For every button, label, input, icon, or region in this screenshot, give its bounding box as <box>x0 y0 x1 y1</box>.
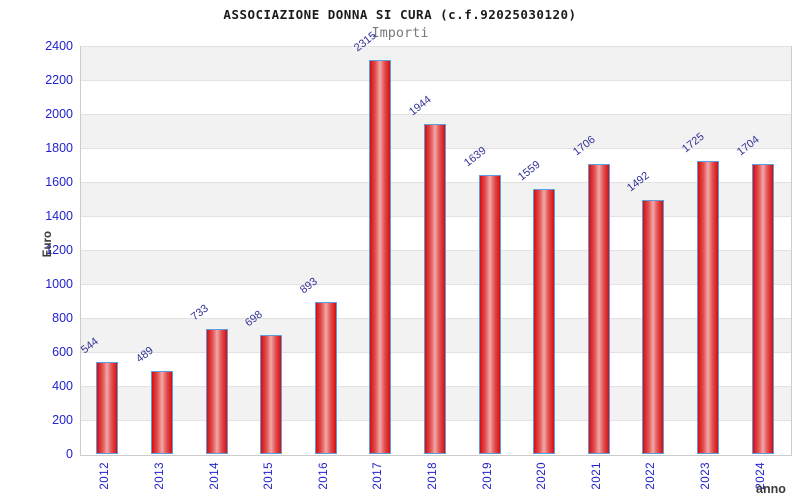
y-axis-title: Euro <box>42 231 54 258</box>
y-tick-label: 2200 <box>45 73 73 87</box>
y-tick-label: 2000 <box>45 107 73 121</box>
y-tick-label: 0 <box>66 447 73 461</box>
x-axis-title: anno <box>756 482 786 496</box>
x-tick-label-2022: 2022 <box>645 462 657 490</box>
bar-2021 <box>588 164 610 454</box>
x-tick-label-2014: 2014 <box>209 462 221 490</box>
bar-2020 <box>533 189 555 454</box>
plot-area <box>80 46 792 456</box>
bar-2018 <box>424 124 446 454</box>
y-tick-label: 400 <box>52 379 73 393</box>
chart-subtitle: Importi <box>371 25 429 41</box>
x-tick-label-2016: 2016 <box>318 462 330 490</box>
y-tick-label: 1200 <box>45 243 73 257</box>
bar-2015 <box>260 335 282 454</box>
x-tick-label-2012: 2012 <box>99 462 111 490</box>
y-tick-label: 200 <box>52 413 73 427</box>
y-tick-label: 2400 <box>45 39 73 53</box>
x-tick-label-2017: 2017 <box>372 462 384 490</box>
plot-band <box>81 47 791 81</box>
bar-2022 <box>642 200 664 454</box>
bar-2013 <box>151 371 173 454</box>
chart-title: ASSOCIAZIONE DONNA SI CURA (c.f.92025030… <box>223 7 577 22</box>
gridline <box>81 80 791 81</box>
x-tick-label-2018: 2018 <box>427 462 439 490</box>
x-tick-label-2013: 2013 <box>154 462 166 490</box>
bar-2024 <box>752 164 774 454</box>
bar-2014 <box>206 329 228 454</box>
bar-2012 <box>96 362 118 454</box>
x-tick-label-2015: 2015 <box>263 462 275 490</box>
y-tick-label: 1000 <box>45 277 73 291</box>
bar-2023 <box>697 161 719 454</box>
x-tick-label-2023: 2023 <box>700 462 712 490</box>
x-tick-label-2021: 2021 <box>591 462 603 490</box>
bar-2016 <box>315 302 337 454</box>
y-tick-label: 1800 <box>45 141 73 155</box>
y-tick-label: 600 <box>52 345 73 359</box>
y-tick-label: 1400 <box>45 209 73 223</box>
y-tick-label: 800 <box>52 311 73 325</box>
x-tick-label-2020: 2020 <box>536 462 548 490</box>
x-tick-label-2019: 2019 <box>482 462 494 490</box>
bar-2019 <box>479 175 501 454</box>
plot-band <box>81 81 791 115</box>
y-tick-label: 1600 <box>45 175 73 189</box>
gridline <box>81 46 791 47</box>
gridline <box>81 114 791 115</box>
bar-2017 <box>369 60 391 454</box>
